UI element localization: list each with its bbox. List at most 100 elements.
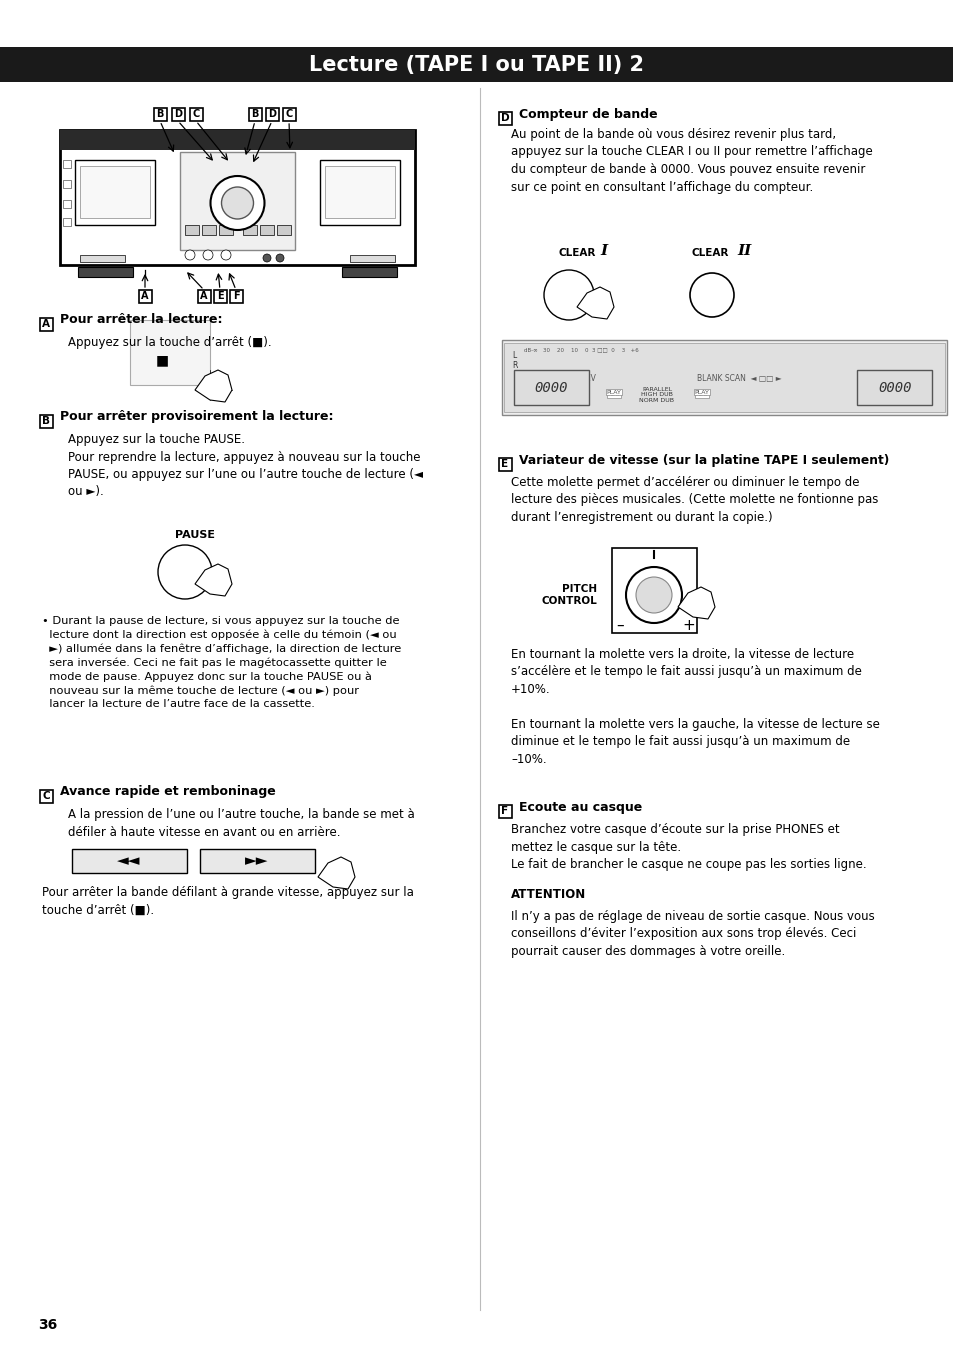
Text: 0000: 0000: [534, 380, 567, 395]
Text: F: F: [233, 291, 239, 301]
Bar: [40, 415, 53, 428]
Bar: [266, 108, 278, 121]
Text: Pour arrêter la lecture:: Pour arrêter la lecture:: [60, 313, 222, 326]
Text: Appuyez sur la touche PAUSE.
Pour reprendre la lecture, appuyez à nouveau sur la: Appuyez sur la touche PAUSE. Pour repren…: [68, 433, 422, 499]
Circle shape: [689, 272, 733, 317]
Circle shape: [221, 250, 231, 260]
Bar: [341, 267, 396, 277]
Text: REC: REC: [607, 393, 619, 398]
Circle shape: [203, 250, 213, 260]
Circle shape: [221, 188, 253, 219]
Polygon shape: [194, 370, 232, 402]
Bar: [319, 161, 399, 225]
Bar: [260, 225, 274, 235]
Bar: [75, 161, 154, 225]
Bar: [130, 320, 210, 384]
Bar: [60, 130, 415, 264]
Circle shape: [625, 567, 681, 623]
Bar: [63, 200, 71, 208]
Text: ◄◄: ◄◄: [117, 854, 141, 869]
Bar: [63, 179, 71, 188]
Bar: [498, 459, 512, 471]
Bar: [78, 267, 132, 277]
Text: C: C: [285, 109, 293, 119]
Text: Il n’y a pas de réglage de niveau de sortie casque. Nous vous
conseillons d’évit: Il n’y a pas de réglage de niveau de sor…: [511, 911, 874, 958]
Bar: [325, 166, 395, 219]
Text: B: B: [156, 109, 164, 119]
Bar: [213, 290, 227, 304]
Bar: [40, 791, 53, 803]
Text: CLEAR: CLEAR: [558, 248, 596, 258]
Circle shape: [275, 254, 284, 262]
Text: 0000: 0000: [878, 380, 911, 395]
Text: C: C: [193, 109, 199, 119]
Bar: [498, 805, 512, 817]
Text: A: A: [42, 318, 50, 329]
Text: A: A: [141, 291, 149, 301]
Bar: [71, 849, 187, 873]
Bar: [80, 166, 150, 219]
Bar: [243, 225, 256, 235]
Text: Appuyez sur la touche d’arrêt (■).: Appuyez sur la touche d’arrêt (■).: [68, 336, 272, 349]
Bar: [283, 108, 295, 121]
Circle shape: [636, 577, 671, 612]
Text: Pour arrêter provisoirement la lecture:: Pour arrêter provisoirement la lecture:: [60, 410, 334, 424]
Text: A: A: [200, 291, 208, 301]
Bar: [503, 343, 944, 411]
Bar: [498, 112, 512, 125]
Polygon shape: [317, 857, 355, 889]
Bar: [350, 255, 395, 262]
Text: ►►: ►►: [245, 854, 269, 869]
Text: E: E: [216, 291, 223, 301]
Text: En tournant la molette vers la droite, la vitesse de lecture
s’accélère et le te: En tournant la molette vers la droite, l…: [511, 648, 861, 696]
Polygon shape: [577, 287, 614, 318]
Circle shape: [158, 545, 212, 599]
Bar: [60, 130, 415, 150]
Text: Compteur de bande: Compteur de bande: [518, 108, 657, 121]
Bar: [185, 225, 199, 235]
Text: D: D: [268, 109, 275, 119]
Text: C: C: [42, 791, 50, 801]
Text: E: E: [501, 459, 508, 469]
Text: 36: 36: [38, 1318, 57, 1331]
Text: PLAY: PLAY: [694, 390, 709, 394]
Text: Branchez votre casque d’écoute sur la prise PHONES et
mettez le casque sur la tê: Branchez votre casque d’écoute sur la pr…: [511, 823, 865, 871]
Text: Au point de la bande où vous désirez revenir plus tard,
appuyez sur la touche CL: Au point de la bande où vous désirez rev…: [511, 128, 872, 193]
Bar: [180, 152, 294, 250]
Bar: [63, 161, 71, 169]
Text: B: B: [42, 415, 50, 426]
Text: Pour arrêter la bande défilant à grande vitesse, appuyez sur la
touche d’arrêt (: Pour arrêter la bande défilant à grande …: [42, 886, 414, 916]
Bar: [514, 370, 588, 405]
Text: PLAY: PLAY: [606, 390, 620, 394]
Text: ◄ □□ ►  SYNC REV: ◄ □□ ► SYNC REV: [521, 374, 596, 383]
Text: B: B: [251, 109, 258, 119]
Bar: [202, 225, 215, 235]
Bar: [612, 548, 697, 633]
Text: Cette molette permet d’accélérer ou diminuer le tempo de
lecture des pièces musi: Cette molette permet d’accélérer ou dimi…: [511, 476, 878, 523]
Text: REC: REC: [695, 393, 707, 398]
Text: PITCH
CONTROL: PITCH CONTROL: [540, 584, 597, 606]
Text: Ecoute au casque: Ecoute au casque: [518, 801, 641, 813]
Circle shape: [543, 270, 594, 320]
Circle shape: [211, 175, 264, 229]
Bar: [501, 340, 946, 415]
Polygon shape: [194, 564, 232, 596]
Text: CLEAR: CLEAR: [691, 248, 729, 258]
Circle shape: [185, 250, 194, 260]
Text: ■: ■: [155, 353, 169, 367]
Text: dB-∞   30    20    10    0  3 □□  0    3   +6: dB-∞ 30 20 10 0 3 □□ 0 3 +6: [523, 348, 639, 352]
Text: PARALLEL
HIGH DUB
NORM DUB: PARALLEL HIGH DUB NORM DUB: [639, 387, 674, 403]
Text: D: D: [500, 113, 509, 123]
Bar: [0, 47, 953, 82]
Bar: [153, 108, 167, 121]
Text: R: R: [512, 360, 517, 370]
Polygon shape: [678, 587, 714, 619]
Text: –: –: [616, 618, 623, 633]
Text: BLANK SCAN  ◄ □□ ►: BLANK SCAN ◄ □□ ►: [697, 374, 781, 383]
Bar: [276, 225, 291, 235]
Bar: [249, 108, 262, 121]
Bar: [856, 370, 931, 405]
Bar: [80, 255, 125, 262]
Text: +: +: [682, 618, 695, 633]
Bar: [219, 225, 233, 235]
